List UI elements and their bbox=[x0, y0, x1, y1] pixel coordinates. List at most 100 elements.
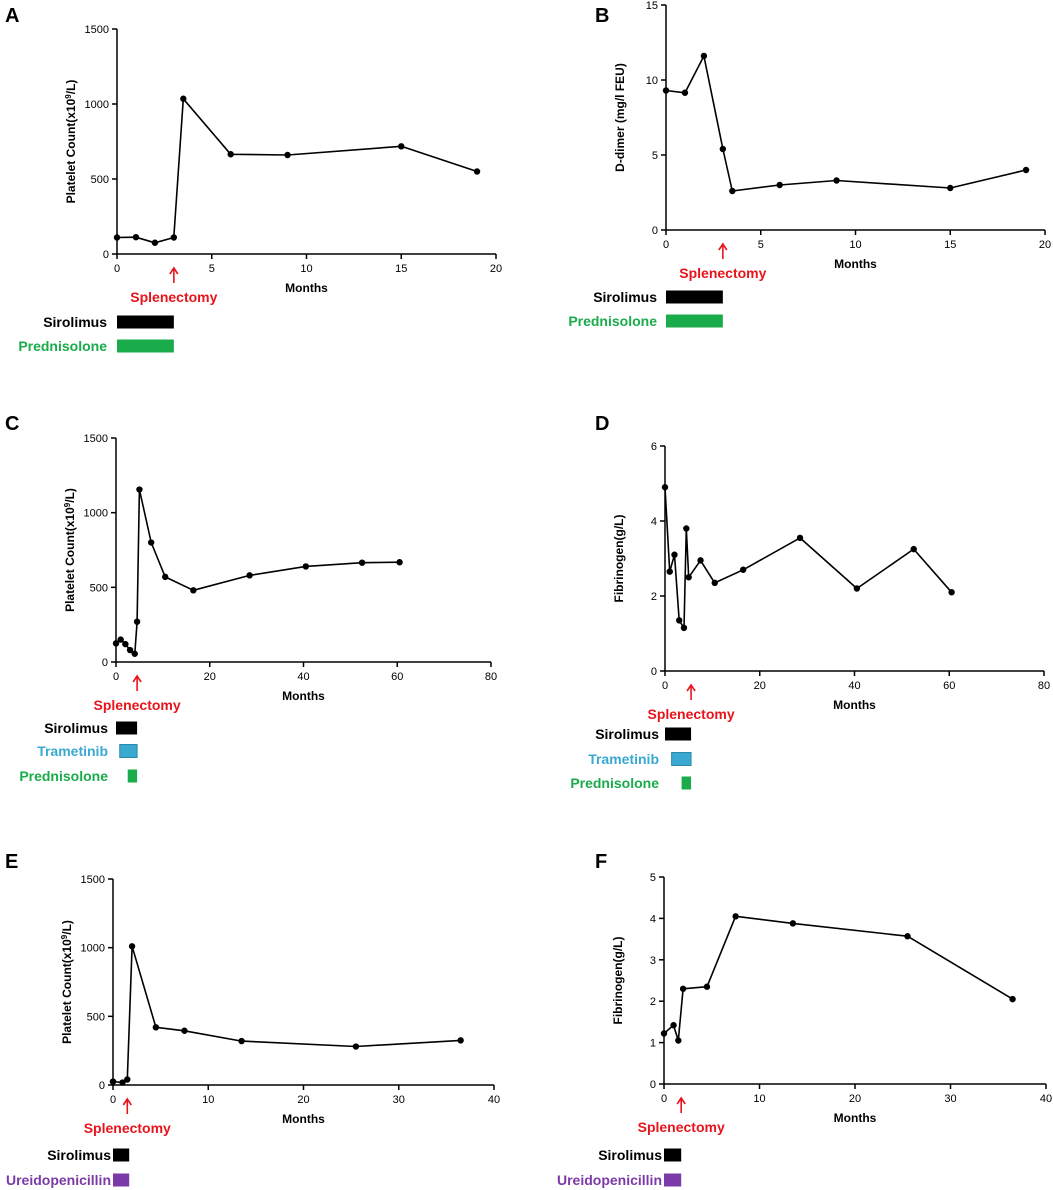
x-axis-label-a: Months bbox=[285, 281, 328, 295]
data-point-e bbox=[109, 1078, 117, 1085]
data-point-e bbox=[352, 1043, 360, 1050]
splenectomy-arrowhead-a bbox=[169, 266, 179, 275]
y-tick-label-f: 2 bbox=[650, 996, 656, 1008]
data-point-e bbox=[181, 1027, 188, 1034]
data-point-c bbox=[122, 640, 129, 648]
data-point-c bbox=[246, 572, 253, 579]
x-tick-label-b: 20 bbox=[1039, 239, 1051, 251]
treatment-label-sirolimus-e: Sirolimus bbox=[47, 1147, 111, 1163]
data-point-d bbox=[796, 534, 804, 542]
treatment-bar-prednisolone-d bbox=[681, 776, 692, 790]
x-tick-label-c: 20 bbox=[204, 671, 216, 683]
data-point-c bbox=[162, 573, 169, 581]
x-tick-label-e: 40 bbox=[488, 1094, 500, 1106]
y-tick-label-e: 1000 bbox=[81, 943, 105, 955]
y-axis-label-c: Platelet Count(x109/L) bbox=[63, 488, 78, 612]
x-tick-label-b: 15 bbox=[944, 239, 956, 251]
data-point-b bbox=[833, 177, 840, 184]
x-tick-label-b: 10 bbox=[849, 239, 861, 251]
data-point-f bbox=[789, 920, 797, 927]
treatment-bar-sirolimus-d bbox=[665, 727, 692, 741]
treatment-label-prednisolone-d: Prednisolone bbox=[570, 775, 659, 791]
splenectomy-label-d: Splenectomy bbox=[647, 706, 734, 722]
splenectomy-label-e: Splenectomy bbox=[84, 1120, 171, 1136]
y-axis-label-d: Fibrinogen(g/L) bbox=[612, 515, 626, 603]
treatment-bar-sirolimus-c bbox=[116, 721, 138, 735]
series-line-d bbox=[664, 487, 953, 629]
x-axis-label-d: Months bbox=[833, 698, 876, 712]
data-point-a bbox=[180, 95, 187, 102]
y-tick-label-f: 1 bbox=[650, 1038, 656, 1050]
series-line-e bbox=[112, 945, 461, 1084]
data-point-a bbox=[151, 239, 159, 246]
data-point-f bbox=[904, 933, 911, 940]
y-axis-label-f: Fibrinogen(g/L) bbox=[611, 937, 625, 1025]
data-point-d bbox=[680, 624, 688, 632]
panel-label-f: F bbox=[595, 851, 607, 873]
data-point-b bbox=[681, 89, 689, 96]
splenectomy-arrowhead-d bbox=[686, 683, 696, 692]
x-axis-label-e: Months bbox=[282, 1112, 325, 1126]
y-tick-label-b: 0 bbox=[652, 225, 658, 237]
x-tick-label-a: 15 bbox=[395, 263, 407, 275]
data-point-a bbox=[227, 151, 234, 158]
series-line-c bbox=[115, 488, 400, 655]
y-tick-label-f: 5 bbox=[650, 872, 656, 884]
treatment-label-sirolimus-c: Sirolimus bbox=[44, 720, 108, 736]
data-point-f bbox=[679, 985, 687, 992]
data-point-a bbox=[284, 151, 291, 159]
data-point-c bbox=[147, 539, 155, 546]
panel-label-e: E bbox=[5, 851, 18, 873]
splenectomy-arrowhead-b bbox=[718, 242, 728, 251]
y-tick-label-a: 1500 bbox=[85, 24, 109, 36]
treatment-label-sirolimus-a: Sirolimus bbox=[43, 314, 107, 330]
data-point-f bbox=[660, 1030, 668, 1037]
data-point-c bbox=[358, 559, 366, 566]
treatment-label-sirolimus-b: Sirolimus bbox=[593, 289, 657, 305]
panel-label-d: D bbox=[595, 413, 609, 435]
x-axis-label-c: Months bbox=[282, 689, 325, 703]
series-line-b bbox=[665, 55, 1027, 192]
data-point-f bbox=[675, 1037, 682, 1044]
data-point-a bbox=[473, 168, 481, 175]
y-axis-label-a: Platelet Count(x109/L) bbox=[64, 80, 79, 204]
x-tick-label-d: 60 bbox=[943, 680, 955, 692]
treatment-bar-sirolimus-a bbox=[117, 315, 174, 329]
y-axis-label-e: Platelet Count(x109/L) bbox=[60, 920, 75, 1044]
data-point-e bbox=[457, 1037, 464, 1044]
data-point-b bbox=[776, 181, 783, 189]
treatment-bar-prednisolone-c bbox=[127, 769, 138, 783]
treatment-label-sirolimus-d: Sirolimus bbox=[595, 726, 659, 742]
treatment-label-ureidopenicillin-e: Ureidopenicillin bbox=[6, 1172, 111, 1188]
data-point-d bbox=[666, 568, 673, 575]
treatment-bar-trametinib-d bbox=[671, 752, 692, 766]
data-point-b bbox=[1022, 166, 1030, 174]
y-tick-label-b: 15 bbox=[646, 0, 658, 12]
y-tick-label-d: 6 bbox=[651, 441, 657, 453]
splenectomy-label-c: Splenectomy bbox=[94, 697, 181, 713]
x-tick-label-f: 40 bbox=[1040, 1093, 1052, 1105]
y-tick-label-e: 500 bbox=[87, 1011, 105, 1023]
data-point-c bbox=[133, 618, 141, 625]
treatment-label-ureidopenicillin-f: Ureidopenicillin bbox=[557, 1172, 662, 1188]
data-point-d bbox=[676, 617, 683, 624]
x-tick-label-f: 0 bbox=[661, 1093, 667, 1105]
treatment-label-sirolimus-f: Sirolimus bbox=[598, 1147, 662, 1163]
data-point-e bbox=[124, 1076, 131, 1083]
x-tick-label-e: 30 bbox=[393, 1094, 405, 1106]
data-point-d bbox=[711, 579, 718, 587]
treatment-bar-ureidopenicillin-f bbox=[664, 1173, 682, 1187]
treatment-label-trametinib-c: Trametinib bbox=[37, 743, 108, 759]
data-point-d bbox=[683, 525, 690, 532]
y-tick-label-b: 5 bbox=[652, 150, 658, 162]
y-tick-label-a: 0 bbox=[103, 249, 109, 261]
data-point-c bbox=[112, 640, 120, 647]
data-point-b bbox=[947, 184, 954, 192]
treatment-label-prednisolone-a: Prednisolone bbox=[18, 338, 107, 354]
treatment-bar-sirolimus-f bbox=[664, 1148, 682, 1162]
y-axis-label-b: D-dimer (mg/l FEU) bbox=[613, 63, 627, 172]
data-point-c bbox=[302, 563, 310, 570]
data-point-f bbox=[1009, 995, 1016, 1003]
data-point-a bbox=[113, 234, 121, 241]
x-tick-label-a: 10 bbox=[300, 263, 312, 275]
